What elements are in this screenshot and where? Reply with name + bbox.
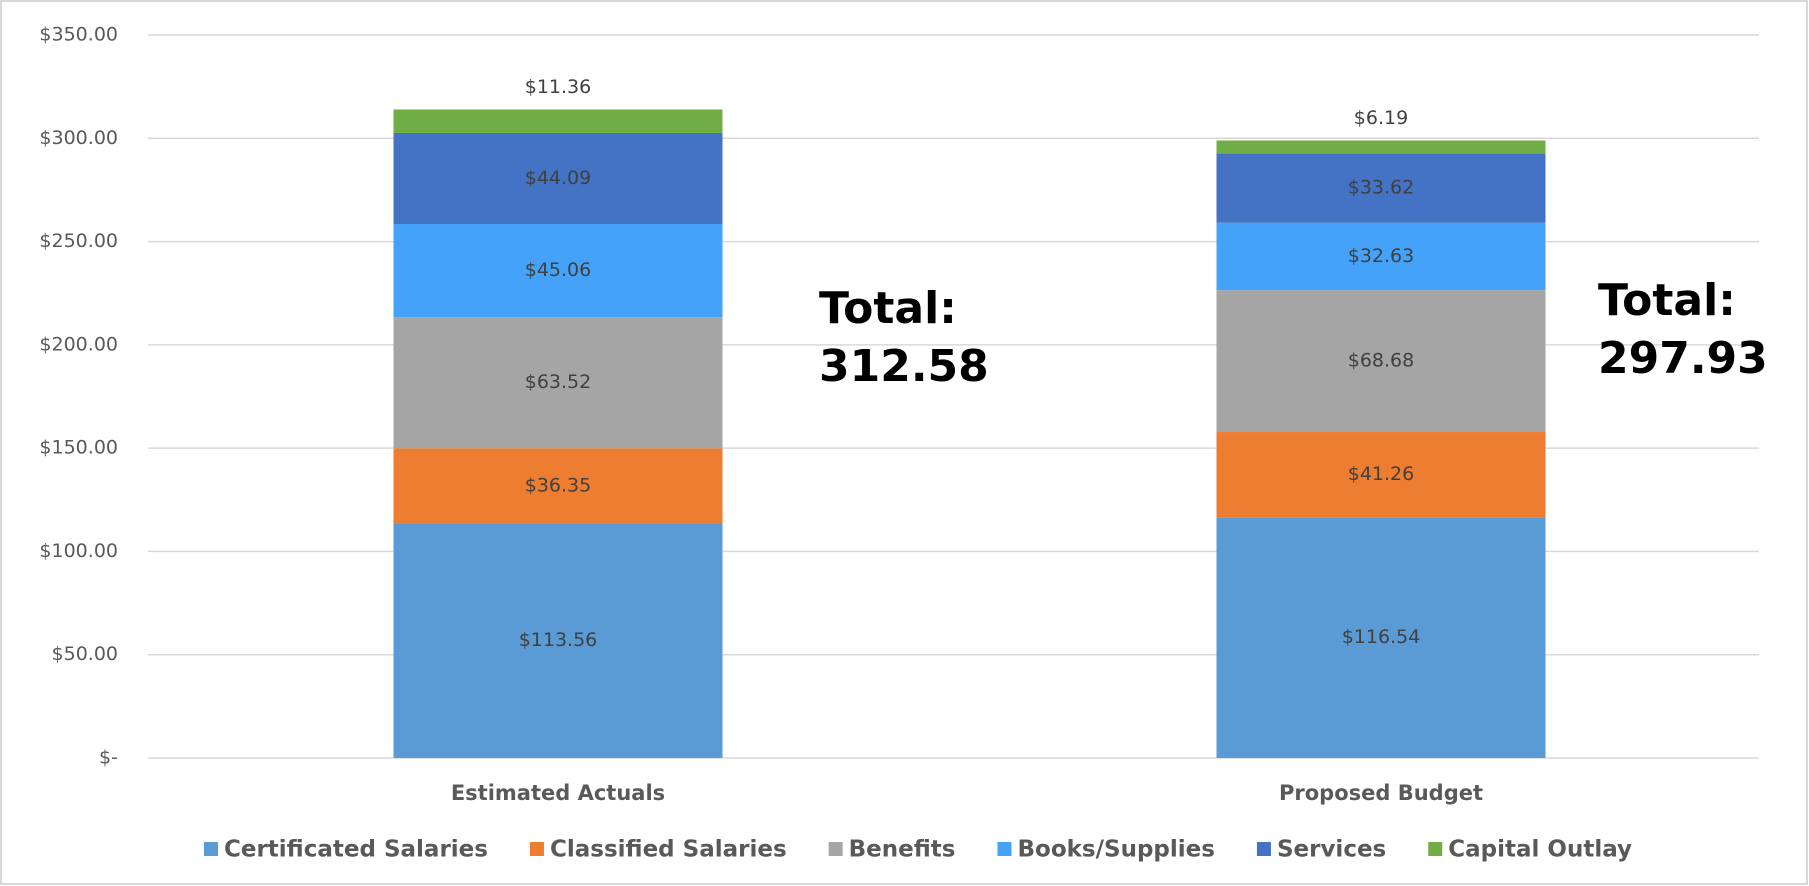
bar-segment bbox=[393, 317, 723, 449]
legend-swatch bbox=[997, 842, 1012, 856]
legend-swatch bbox=[1428, 842, 1443, 856]
value-label: $36.35 bbox=[525, 474, 591, 496]
value-label: $68.68 bbox=[1348, 350, 1414, 372]
bar-segment bbox=[1216, 517, 1546, 758]
bar-segment bbox=[393, 224, 723, 318]
total-annotation: Total: bbox=[819, 283, 957, 334]
bar-segment bbox=[1216, 140, 1546, 154]
bar-segment bbox=[393, 448, 723, 524]
bar-segment bbox=[1216, 153, 1546, 223]
legend-swatch bbox=[1256, 842, 1271, 856]
bar-segment bbox=[1216, 432, 1546, 518]
value-label: $44.09 bbox=[525, 167, 591, 189]
y-tick-label: $200.00 bbox=[39, 333, 118, 355]
bar-segment bbox=[393, 109, 723, 133]
y-tick-label: $50.00 bbox=[52, 643, 118, 665]
bar-segment bbox=[1216, 222, 1546, 291]
legend-label: Benefits bbox=[849, 837, 956, 863]
legend-swatch bbox=[828, 842, 843, 856]
bar-segment bbox=[393, 523, 723, 758]
y-tick-label: $250.00 bbox=[39, 230, 118, 252]
value-label: $32.63 bbox=[1348, 245, 1414, 267]
y-tick-label: $300.00 bbox=[39, 127, 118, 149]
legend-label: Services bbox=[1277, 837, 1386, 863]
bar-segment bbox=[1216, 290, 1546, 433]
value-label: $6.19 bbox=[1354, 107, 1408, 129]
y-tick-label: $150.00 bbox=[39, 437, 118, 459]
total-annotation: 297.93 bbox=[1598, 333, 1768, 384]
y-tick-label: $- bbox=[99, 747, 118, 769]
legend-label: Books/Supplies bbox=[1017, 837, 1214, 863]
value-label: $33.62 bbox=[1348, 177, 1414, 199]
bar-segment bbox=[393, 132, 723, 225]
value-label: $63.52 bbox=[525, 371, 591, 393]
y-tick-label: $350.00 bbox=[39, 24, 118, 46]
value-label: $113.56 bbox=[519, 629, 598, 651]
total-annotation: Total: bbox=[1598, 275, 1736, 326]
value-label: $11.36 bbox=[525, 76, 591, 98]
legend-label: Capital Outlay bbox=[1448, 837, 1632, 863]
value-label: $116.54 bbox=[1342, 626, 1421, 648]
legend-label: Classified Salaries bbox=[550, 837, 787, 863]
x-tick-label: Estimated Actuals bbox=[451, 781, 665, 805]
value-label: $45.06 bbox=[525, 259, 591, 281]
x-tick-label: Proposed Budget bbox=[1279, 781, 1483, 805]
legend-swatch bbox=[529, 842, 544, 856]
value-label: $41.26 bbox=[1348, 463, 1414, 485]
legend-label: Certificated Salaries bbox=[224, 837, 488, 863]
legend-swatch bbox=[203, 842, 218, 856]
total-annotation: 312.58 bbox=[819, 341, 989, 392]
y-tick-label: $100.00 bbox=[39, 540, 118, 562]
